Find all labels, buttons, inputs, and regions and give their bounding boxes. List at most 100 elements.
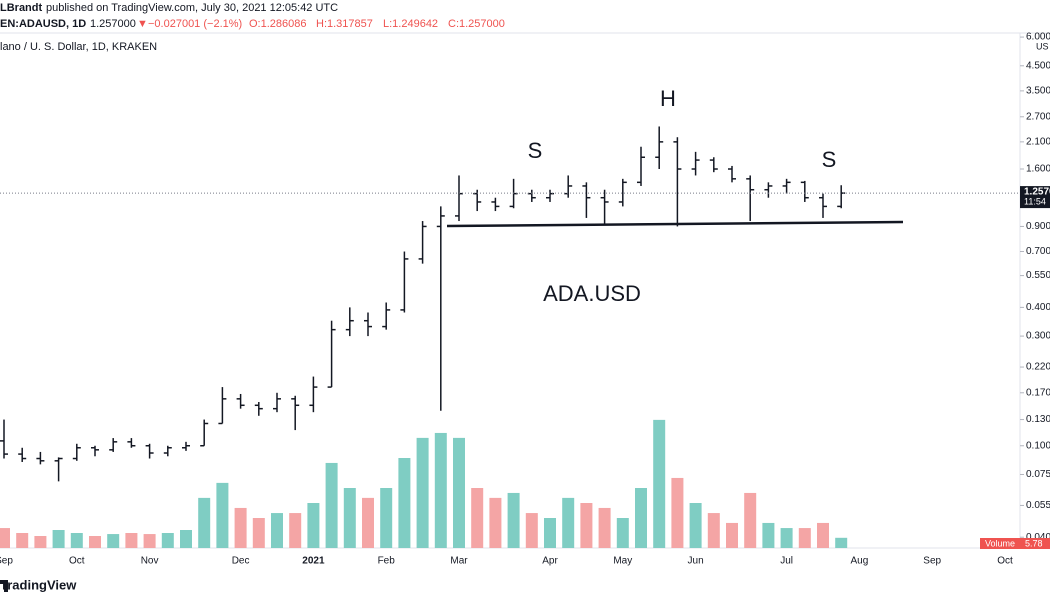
volume-bar (362, 497, 374, 548)
volume-bar (616, 518, 629, 548)
volume-bar (471, 488, 484, 548)
y-tick-label: 0.040 (1026, 532, 1050, 543)
volume-bar (107, 534, 120, 548)
x-tick-label: Jul (780, 556, 793, 567)
volume-bar (762, 522, 775, 548)
volume-bar (307, 503, 320, 548)
y-tick-label: 0.220 (1026, 362, 1050, 373)
annotation: ADA.USD (543, 281, 641, 306)
change-arrow: ▼ (137, 18, 148, 30)
last-price: 1.257000 (90, 18, 136, 30)
volume-bar (252, 518, 265, 548)
x-tick-label: Feb (378, 556, 396, 567)
y-tick-label: 6.000 (1026, 32, 1050, 43)
volume-bar (52, 530, 65, 548)
volume-bar (216, 482, 229, 548)
plot: 0.040 0.055 0.075 0.100 0.130 0.170 0.220 0.300… (0, 32, 1050, 567)
volume-bar (234, 507, 247, 548)
volume-bar (271, 513, 283, 548)
volume-tag-name: Volume (985, 538, 1015, 548)
volume-bar (798, 528, 811, 548)
x-tick-label: 2021 (302, 556, 325, 567)
volume-bar (780, 528, 793, 548)
x-tick-label: Mar (450, 556, 468, 567)
volume-bar (580, 503, 593, 548)
volume-bar (34, 536, 47, 548)
y-tick-label: 0.130 (1026, 414, 1050, 425)
y-tick-label: 2.100 (1026, 137, 1050, 148)
annotation: S (528, 138, 543, 163)
y-tick-label: 2.700 (1026, 111, 1050, 122)
y-tick-label: 0.055 (1026, 500, 1050, 511)
price-tag-countdown: 11:54 (1024, 196, 1046, 206)
brand: TradingView (0, 577, 77, 592)
x-tick-label: Nov (141, 556, 159, 567)
x-tick-label: Oct (997, 556, 1013, 567)
volume-bar (89, 536, 101, 548)
x-tick-label: Jun (688, 556, 704, 567)
volume-bar (325, 462, 338, 548)
volume-bar (380, 488, 393, 548)
price-tag (1020, 186, 1050, 209)
volume-bar (635, 488, 647, 548)
x-tick-label: Apr (542, 556, 558, 567)
volume-bar (125, 533, 138, 548)
volume-bar (726, 522, 738, 548)
author: LBrandt (0, 2, 43, 14)
x-tick-label: Sep (0, 556, 13, 567)
y-tick-label: 0.100 (1026, 440, 1050, 451)
volume-bar (689, 503, 702, 548)
low: L:1.249642 (383, 18, 438, 30)
volume-bar (525, 513, 538, 548)
volume-bar (453, 437, 465, 548)
volume-bar (562, 497, 575, 548)
volume-bar (434, 432, 447, 548)
volume-bar (489, 497, 502, 548)
volume-bar (343, 488, 356, 548)
y-tick-label: 0.900 (1026, 221, 1050, 232)
x-tick-label: Dec (232, 556, 250, 567)
y-tick-label: 0.300 (1026, 331, 1050, 342)
volume-bar (16, 533, 29, 548)
footer: TradingView (0, 577, 77, 592)
volume-bar (143, 534, 156, 548)
y-tick-label: 1.600 (1026, 164, 1050, 175)
currency: US (1036, 41, 1049, 51)
volume-bar (707, 513, 720, 548)
change: −0.027001 (−2.1%) (148, 18, 242, 30)
logo (0, 580, 8, 592)
x-tick-label: Aug (851, 556, 869, 567)
volume-bar (0, 528, 10, 548)
volume-tag (980, 538, 1050, 549)
volume-bar (507, 492, 520, 548)
volume-tag-value: 5.78 (1025, 538, 1043, 548)
volume-bar (161, 533, 174, 548)
annotation: H (660, 86, 676, 111)
y-tick-label: 0.550 (1026, 270, 1050, 281)
published: published on TradingView.com, July 30, 2… (46, 2, 338, 14)
y-tick-label: 0.170 (1026, 387, 1050, 398)
annotation: S (822, 147, 837, 172)
description: lano / U. S. Dollar, 1D, KRAKEN (0, 41, 157, 53)
volume-bar (653, 419, 666, 548)
volume-bar (744, 492, 757, 548)
open: O:1.286086 (249, 18, 307, 30)
y-tick-label: 3.500 (1026, 86, 1050, 97)
volume-bar (835, 537, 848, 548)
price-tag-value: 1.257000 (1024, 187, 1050, 198)
volume-bar (398, 458, 411, 548)
x-tick-label: May (613, 556, 632, 567)
neckline (446, 220, 904, 228)
x-tick-label: Oct (69, 556, 85, 567)
volume-bar (289, 513, 302, 548)
volume-bar (70, 533, 83, 548)
volume-bar (671, 477, 684, 548)
close: C:1.257000 (448, 18, 505, 30)
volume-bar (817, 522, 829, 548)
header: LBrandt published on TradingView.com, Ju… (0, 2, 505, 53)
volume-bar (198, 497, 211, 548)
y-tick-label: 4.500 (1026, 60, 1050, 71)
